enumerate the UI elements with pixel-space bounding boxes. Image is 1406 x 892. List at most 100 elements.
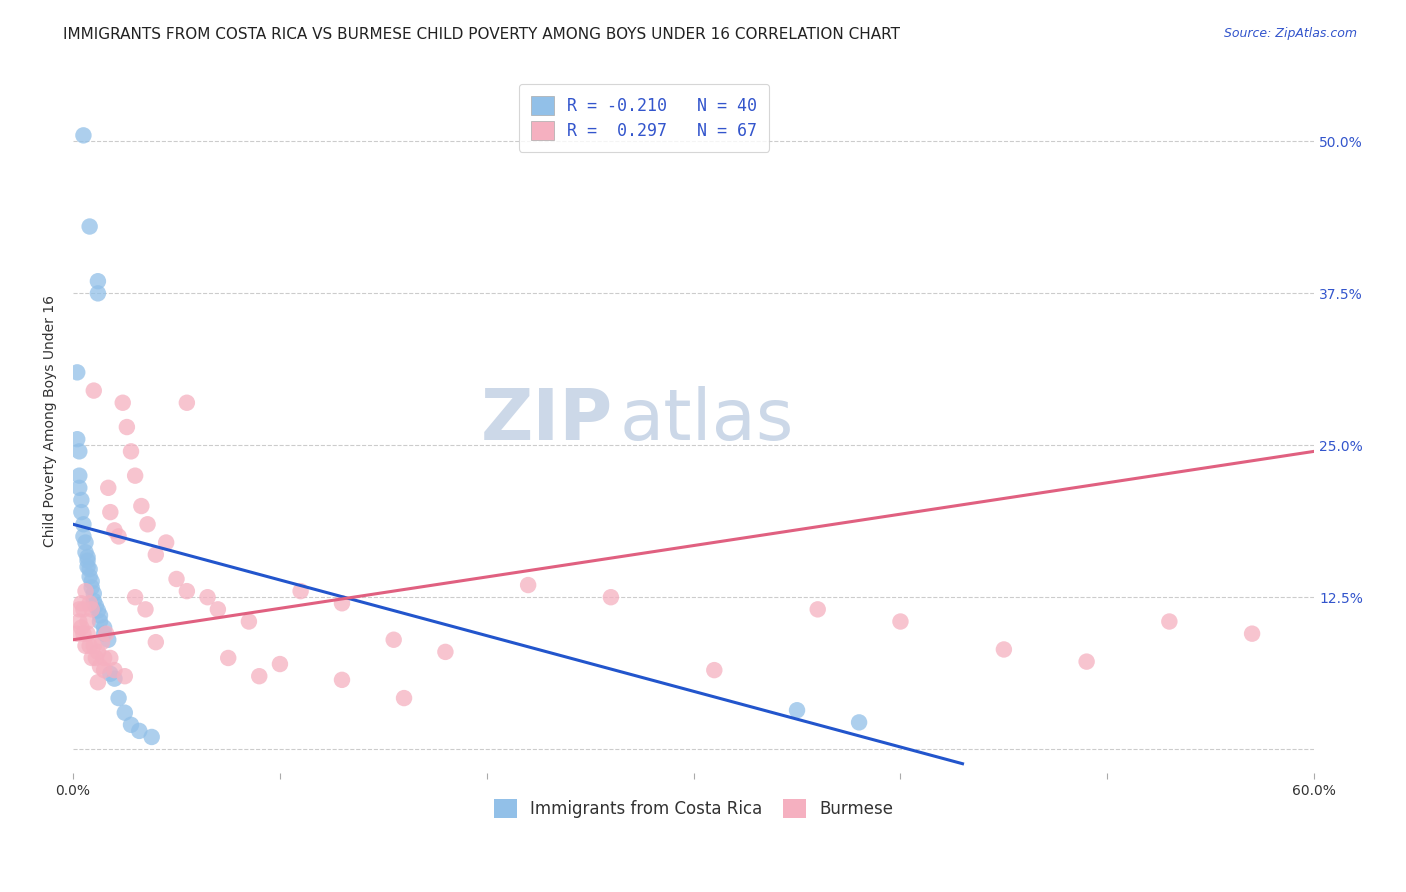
Point [786, 703, 808, 717]
Text: Source: ZipAtlas.com: Source: ZipAtlas.com [1223, 27, 1357, 40]
Point [83, 594, 105, 608]
Point [70, 505, 93, 519]
Point [66, 432, 89, 446]
Point [72, 626, 94, 640]
Point [75, 639, 97, 653]
Point [76, 559, 98, 574]
Point [166, 572, 188, 586]
Point [87, 286, 110, 301]
Point [238, 615, 260, 629]
Point [599, 591, 621, 605]
Point [67, 481, 90, 495]
Y-axis label: Child Poverty Among Boys Under 16: Child Poverty Among Boys Under 16 [44, 295, 58, 547]
Point [103, 663, 125, 677]
Point [93, 621, 115, 635]
Point [207, 602, 229, 616]
Point [98, 666, 121, 681]
Point [87, 675, 110, 690]
Text: ZIP: ZIP [481, 386, 613, 456]
Point [98, 505, 121, 519]
Point [111, 396, 134, 410]
Point [80, 602, 103, 616]
Point [807, 602, 830, 616]
Point [80, 581, 103, 595]
Point [79, 639, 101, 653]
Point [83, 586, 105, 600]
Point [155, 535, 177, 549]
Point [76, 550, 98, 565]
Point [75, 535, 97, 549]
Point [76, 554, 98, 568]
Point [79, 562, 101, 576]
Point [269, 657, 291, 671]
Point [124, 468, 146, 483]
Point [72, 602, 94, 616]
Point [114, 706, 136, 720]
Point [145, 635, 167, 649]
Point [141, 730, 163, 744]
Point [79, 596, 101, 610]
Point [67, 468, 90, 483]
Point [103, 524, 125, 538]
Point [848, 715, 870, 730]
Point [75, 545, 97, 559]
Point [97, 632, 120, 647]
Point [96, 626, 118, 640]
Point [80, 574, 103, 589]
Point [330, 596, 353, 610]
Point [79, 219, 101, 234]
Point [131, 499, 153, 513]
Point [382, 632, 405, 647]
Point [98, 651, 121, 665]
Point [330, 673, 353, 687]
Point [70, 493, 93, 508]
Point [1076, 655, 1098, 669]
Point [290, 584, 312, 599]
Point [67, 602, 90, 616]
Point [83, 384, 105, 398]
Point [76, 615, 98, 629]
Point [392, 691, 415, 706]
Point [1241, 626, 1264, 640]
Text: atlas: atlas [619, 386, 793, 456]
Point [217, 651, 239, 665]
Point [75, 584, 97, 599]
Point [72, 128, 94, 143]
Point [67, 615, 90, 629]
Point [434, 645, 457, 659]
Point [93, 651, 115, 665]
Point [124, 591, 146, 605]
Text: IMMIGRANTS FROM COSTA RICA VS BURMESE CHILD POVERTY AMONG BOYS UNDER 16 CORRELAT: IMMIGRANTS FROM COSTA RICA VS BURMESE CH… [63, 27, 900, 42]
Point [83, 639, 105, 653]
Point [70, 621, 93, 635]
Point [93, 663, 115, 677]
Point [84, 599, 107, 613]
Point [87, 645, 110, 659]
Point [247, 669, 270, 683]
Point [128, 723, 150, 738]
Point [79, 569, 101, 583]
Point [89, 659, 111, 673]
Point [97, 481, 120, 495]
Point [87, 274, 110, 288]
Point [67, 444, 90, 458]
Point [103, 672, 125, 686]
Point [114, 669, 136, 683]
Point [89, 615, 111, 629]
Point [889, 615, 911, 629]
Point [115, 420, 138, 434]
Point [80, 651, 103, 665]
Point [66, 365, 89, 379]
Point [93, 626, 115, 640]
Point [120, 444, 142, 458]
Point [87, 603, 110, 617]
Point [517, 578, 540, 592]
Point [84, 651, 107, 665]
Point [72, 517, 94, 532]
Point [136, 517, 159, 532]
Point [1159, 615, 1181, 629]
Point [72, 529, 94, 543]
Point [134, 602, 156, 616]
Point [197, 591, 219, 605]
Point [70, 596, 93, 610]
